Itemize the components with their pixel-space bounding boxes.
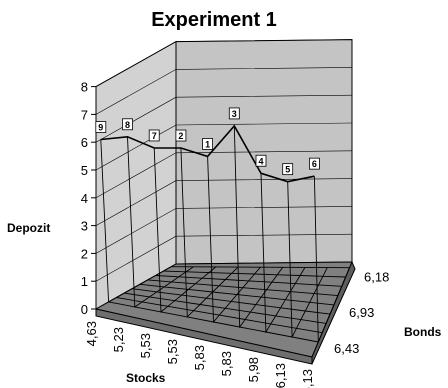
gridline [95,39,353,87]
x-tick-label: 4,63 [84,321,99,346]
z-tick-label: 8 [81,80,88,95]
x-tick-label: 5,98 [246,357,261,382]
peak-label: 3 [232,109,237,119]
z-axis-ticks: 0 1 2 3 4 5 6 7 8 [81,80,96,317]
gridline [95,122,353,171]
mesh-line [180,147,239,318]
y-axis-ticks: 6,18 6,93 6,43 [334,270,389,356]
x-axis-ticks: 4,63 5,23 5,53 5,53 5,83 5,83 5,98 6,13 6,13 [84,321,315,388]
peak-label-box [122,118,133,131]
x-tick-label: 5,53 [165,339,180,364]
z-tick-label: 0 [81,302,88,317]
peak-label: 7 [152,131,157,141]
peak-label-box [282,163,294,176]
mesh-line [147,279,338,297]
z-tick-label: 5 [81,163,88,178]
mesh-line [163,270,346,278]
gridline [95,67,353,115]
x-tick-label: 5,23 [111,327,126,352]
x-tick-label: 6,13 [300,369,315,388]
peak-label: 2 [178,131,183,141]
peak-label-box [202,138,214,150]
x-axis-label: Stocks [126,371,166,385]
z-tick-label: 2 [81,246,88,261]
x-tick-label: 5,53 [138,333,153,358]
mesh-line [100,124,315,183]
chart-walls [94,39,356,365]
z-tick-label: 6 [81,135,88,150]
gridline [95,233,353,282]
gridline [95,178,353,226]
mesh-line [171,266,350,269]
z-axis-label: Depozit [7,221,50,235]
mesh-line [132,288,331,315]
peak-label: 9 [98,123,103,133]
gridline [95,150,353,199]
x-tick-label: 5,83 [192,345,207,370]
x-tick-label: 6,13 [273,363,288,388]
mesh-line [233,125,284,329]
mesh-line [153,147,217,313]
mesh-line [116,297,323,334]
y-tick-label: 6,43 [334,341,359,356]
mesh-line [313,176,351,343]
chart-gridlines [95,39,353,282]
mesh-line [287,181,328,338]
y-axis-label: Bonds [404,325,442,339]
peak-label-box [228,107,240,120]
peak-label: 4 [258,156,263,166]
z-tick-label: 7 [81,107,88,122]
peak-label: 6 [312,159,317,169]
x-tick-label: 5,83 [219,351,234,376]
y-tick-label: 6,93 [349,305,374,320]
mesh-line [207,156,261,324]
z-tick-label: 4 [81,191,88,206]
peak-label-box [148,129,160,142]
mesh-line [260,173,306,334]
peak-label: 8 [125,120,130,130]
peak-labels: 9 8 7 2 1 3 4 5 6 [95,107,320,176]
mesh-line [139,283,335,306]
mesh-line [124,292,327,324]
z-tick-label: 3 [81,219,88,234]
mesh-line [155,275,342,287]
chart-title: Experiment 1 [151,9,277,31]
gridline [95,206,353,254]
peak-label-box [255,154,267,167]
peak-label-box [308,157,320,170]
peak-label: 1 [205,139,210,149]
z-tick-label: 1 [81,274,88,289]
mesh-line [108,301,319,343]
peak-label-box [175,129,187,142]
peak-label: 5 [285,165,290,175]
surface-mesh [100,124,351,343]
peak-label-box [95,121,107,133]
y-tick-label: 6,18 [364,270,389,285]
